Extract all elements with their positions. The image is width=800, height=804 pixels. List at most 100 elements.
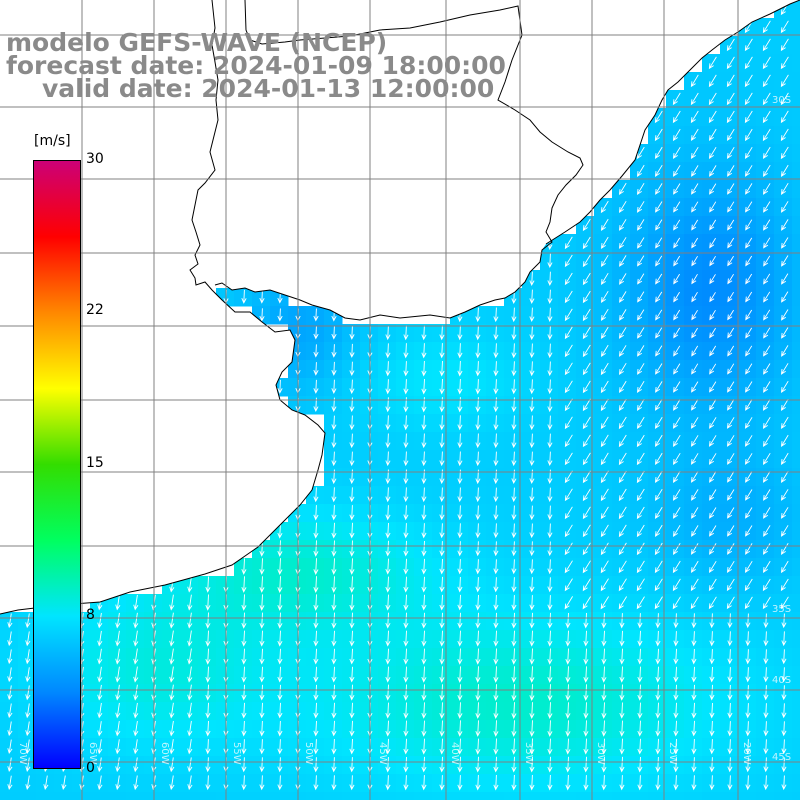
wind-arrow (205, 612, 211, 629)
wind-cell (594, 324, 613, 343)
wind-cell (774, 414, 793, 433)
wind-arrow (691, 309, 698, 321)
wind-arrow (25, 613, 31, 629)
wind-arrow (781, 721, 787, 737)
wind-arrow (709, 631, 715, 647)
wind-cell (684, 72, 703, 91)
wind-arrow (331, 775, 337, 791)
wind-cell (450, 558, 469, 577)
wind-arrow (547, 379, 553, 395)
wind-arrow (421, 702, 427, 719)
wind-arrow (762, 20, 771, 34)
wind-arrow (762, 452, 771, 465)
wind-cell (558, 504, 577, 523)
wind-cell (648, 342, 667, 361)
wind-cell (612, 558, 631, 577)
wind-arrow (691, 381, 699, 393)
wind-arrow (655, 219, 663, 231)
wind-arrow (475, 612, 481, 629)
wind-arrow (97, 775, 103, 791)
wind-cell (360, 756, 379, 775)
wind-arrow (205, 757, 211, 773)
wind-cell (684, 108, 703, 127)
wind-arrow (691, 702, 697, 719)
wind-cell (468, 432, 487, 451)
wind-arrow (636, 506, 645, 520)
wind-arrow (259, 594, 265, 611)
wind-cell (756, 504, 775, 523)
wind-cell (666, 342, 685, 361)
wind-cell (630, 198, 649, 217)
wind-arrow (349, 576, 355, 593)
wind-cell (540, 558, 559, 577)
wind-cell (540, 792, 559, 804)
wind-cell (792, 234, 800, 253)
wind-arrow (475, 666, 481, 683)
wind-cell (630, 306, 649, 325)
wind-arrow (277, 290, 283, 304)
wind-cell (432, 576, 451, 595)
wind-arrow (475, 648, 481, 665)
wind-arrow (547, 774, 553, 791)
wind-cell (648, 576, 667, 595)
wind-arrow (259, 630, 265, 647)
wind-cell (756, 450, 775, 469)
wind-cell (414, 630, 433, 649)
wind-cell (36, 792, 55, 804)
wind-cell (324, 432, 343, 451)
wind-cell (702, 756, 721, 775)
wind-cell (306, 324, 325, 343)
wind-arrow (762, 110, 771, 124)
wind-cell (18, 756, 37, 775)
wind-cell (648, 738, 667, 757)
wind-arrow (259, 684, 265, 701)
wind-cell (414, 504, 433, 523)
wind-arrow (709, 720, 715, 737)
wind-cell (666, 450, 685, 469)
wind-arrow (709, 489, 717, 501)
wind-cell (324, 414, 343, 433)
wind-arrow (655, 630, 661, 647)
wind-cell (684, 594, 703, 613)
wind-arrow (600, 326, 609, 339)
wind-arrow (582, 236, 591, 250)
wind-cell (630, 216, 649, 235)
wind-cell (306, 774, 325, 793)
wind-cell (504, 612, 523, 631)
wind-arrow (313, 522, 319, 539)
wind-cell (648, 666, 667, 685)
wind-cell (468, 396, 487, 415)
wind-arrow (457, 666, 463, 683)
wind-cell (180, 630, 199, 649)
wind-arrow (564, 434, 573, 448)
wind-cell (72, 792, 91, 804)
wind-cell (90, 756, 109, 775)
wind-cell (720, 720, 739, 739)
wind-cell (594, 756, 613, 775)
wind-cell (666, 648, 685, 667)
wind-cell (108, 792, 127, 804)
colorbar-tick-0: 0 (86, 760, 95, 776)
wind-arrow (385, 379, 391, 395)
wind-arrow (655, 666, 661, 683)
wind-cell (594, 432, 613, 451)
wind-cell (738, 126, 757, 145)
wind-arrow (277, 648, 283, 665)
wind-arrow (421, 415, 427, 431)
wind-arrow (565, 612, 571, 629)
wind-arrow (547, 361, 553, 377)
wind-cell (522, 756, 541, 775)
wind-cell (576, 522, 595, 541)
wind-cell (612, 648, 631, 667)
wind-cell (738, 72, 757, 91)
wind-arrow (205, 666, 211, 683)
wind-cell (144, 648, 163, 667)
wind-cell (576, 648, 595, 667)
wind-arrow (744, 128, 753, 142)
wind-cell (738, 324, 757, 343)
wind-arrow (727, 543, 735, 555)
wind-arrow (618, 524, 627, 538)
wind-arrow (636, 146, 645, 160)
wind-arrow (565, 720, 571, 737)
wind-cell (468, 522, 487, 541)
